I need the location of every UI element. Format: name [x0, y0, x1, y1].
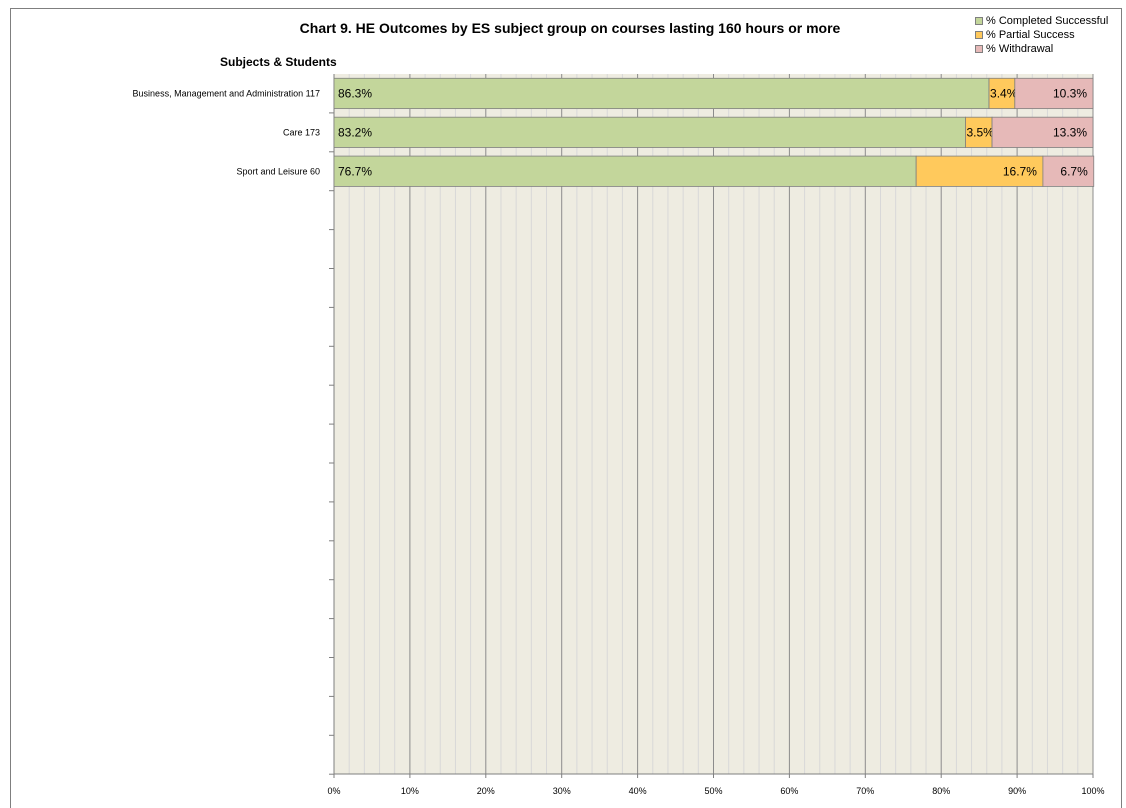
data-label: 3.5%	[966, 125, 994, 139]
category-axis-header: Subjects & Students	[220, 55, 337, 69]
legend-label-partial: % Partial Success	[986, 29, 1075, 41]
x-tick-label: 0%	[327, 786, 340, 796]
data-label: 3.4%	[990, 86, 1018, 100]
data-label: 83.2%	[338, 125, 372, 139]
bar-segment	[965, 116, 993, 148]
x-tick-label: 80%	[932, 786, 950, 796]
legend-item-completed: % Completed Successful	[975, 14, 1108, 28]
category-label: Care 173	[283, 127, 320, 137]
x-tick-label: 90%	[1008, 786, 1026, 796]
bar-segment	[988, 77, 1016, 110]
bar-segment	[333, 155, 917, 187]
bar-segment	[991, 116, 1094, 148]
bar-segment	[1014, 77, 1094, 110]
x-tick-label: 40%	[629, 786, 647, 796]
category-label: Business, Management and Administration …	[133, 88, 320, 98]
x-tick-label: 10%	[401, 786, 419, 796]
data-label: 16.7%	[1003, 164, 1037, 178]
x-tick-label: 70%	[856, 786, 874, 796]
legend-label-withdrawal: % Withdrawal	[986, 43, 1054, 55]
chart-frame	[10, 8, 1122, 808]
chart-title: Chart 9. HE Outcomes by ES subject group…	[299, 20, 841, 36]
category-label: Sport and Leisure 60	[236, 166, 320, 176]
bar-segment	[333, 77, 990, 110]
data-label: 10.3%	[1053, 86, 1087, 100]
legend-swatch-partial	[975, 31, 983, 39]
legend-item-partial: % Partial Success	[975, 28, 1108, 42]
bar-segment	[1042, 155, 1095, 187]
bar-segment	[333, 116, 966, 148]
x-tick-label: 60%	[780, 786, 798, 796]
x-tick-label: 100%	[1081, 786, 1104, 796]
data-label: 76.7%	[338, 164, 372, 178]
legend: % Completed Successful % Partial Success…	[975, 14, 1108, 56]
data-label: 13.3%	[1053, 125, 1087, 139]
legend-label-completed: % Completed Successful	[986, 15, 1109, 27]
data-label: 86.3%	[338, 86, 372, 100]
x-tick-label: 50%	[704, 786, 722, 796]
x-tick-label: 30%	[553, 786, 571, 796]
legend-swatch-completed	[975, 17, 983, 25]
x-tick-label: 20%	[477, 786, 495, 796]
legend-swatch-withdrawal	[975, 45, 983, 53]
data-label: 6.7%	[1060, 164, 1088, 178]
legend-item-withdrawal: % Withdrawal	[975, 42, 1108, 56]
